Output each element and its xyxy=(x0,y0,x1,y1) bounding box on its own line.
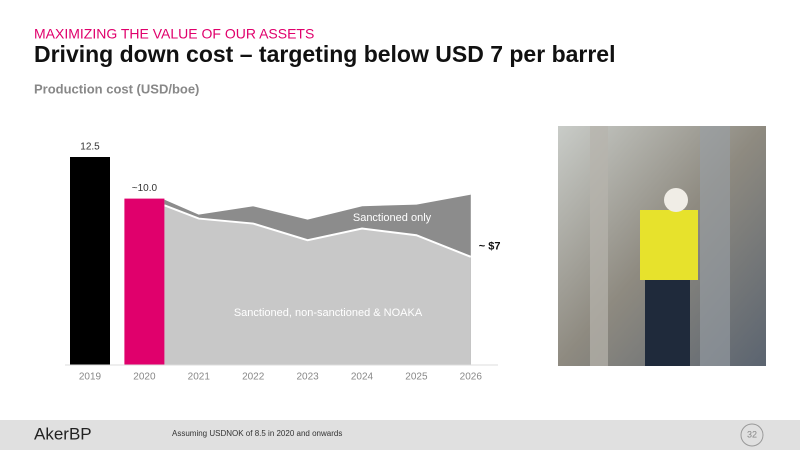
bar xyxy=(124,198,165,365)
photo xyxy=(558,126,766,366)
bar xyxy=(70,157,110,365)
x-tick-label: 2022 xyxy=(242,372,265,383)
logo: AkerBP xyxy=(34,424,92,443)
x-tick-label: 2021 xyxy=(188,372,211,383)
line xyxy=(164,204,472,258)
page-number: 32 xyxy=(747,429,757,439)
x-tick-label: 2019 xyxy=(79,372,102,383)
value-label: ~10.0 xyxy=(132,183,158,194)
subtitle: Production cost (USD/boe) xyxy=(34,81,199,96)
footer-bar xyxy=(0,420,800,450)
kicker: MAXIMIZING THE VALUE OF OUR ASSETS xyxy=(34,26,314,42)
x-tick-label: 2024 xyxy=(351,372,374,383)
area xyxy=(164,205,471,365)
annotation: ~ $7 xyxy=(479,241,501,253)
title: Driving down cost – targeting below USD … xyxy=(34,41,616,67)
line xyxy=(164,192,471,220)
footnote: Assuming USDNOK of 8.5 in 2020 and onwar… xyxy=(172,429,342,438)
x-tick-label: 2026 xyxy=(460,372,483,383)
area-label: Sanctioned, non-sanctioned & NOAKA xyxy=(234,307,423,319)
page-circle xyxy=(740,423,764,447)
area-label: Sanctioned only xyxy=(353,212,432,224)
x-tick-label: 2023 xyxy=(296,372,319,383)
value-label: 12.5 xyxy=(80,142,100,153)
x-tick-label: 2025 xyxy=(405,372,428,383)
x-tick-label: 2020 xyxy=(133,372,156,383)
